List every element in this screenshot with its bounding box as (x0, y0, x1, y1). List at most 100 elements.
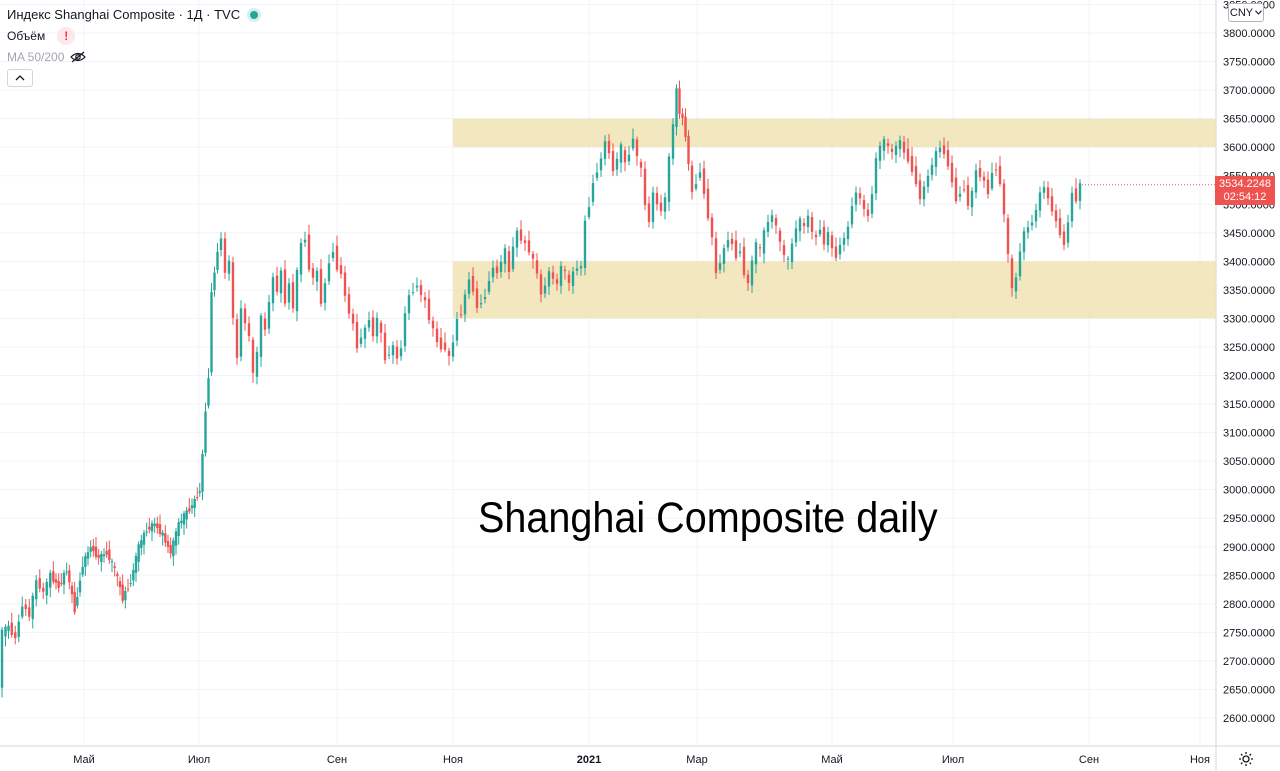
candle-body (291, 282, 295, 309)
candle-body (814, 234, 818, 238)
candle-body (14, 632, 17, 639)
candle-body (142, 532, 146, 545)
candle-body (507, 251, 511, 272)
candle-body (108, 549, 111, 561)
candle-body (118, 581, 122, 588)
candle-body (730, 238, 734, 245)
candle-body (210, 292, 213, 373)
candle-body (1014, 277, 1018, 292)
y-tick-label: 3700.0000 (1223, 85, 1275, 97)
candle-body (778, 230, 782, 242)
candle-body (978, 168, 982, 177)
candle-body (1030, 222, 1034, 226)
candle-body (166, 541, 170, 547)
candle-body (651, 192, 655, 222)
x-tick-label: Сен (327, 754, 347, 766)
y-tick-label: 3800.0000 (1223, 28, 1275, 40)
candle-body (423, 297, 427, 301)
candle-body (343, 272, 347, 296)
candle-body (786, 258, 790, 260)
candle-body (762, 230, 766, 254)
ma-indicator-label[interactable]: MA 50/200 (7, 49, 65, 64)
candle-body (307, 234, 311, 270)
candle-body (319, 268, 323, 304)
volume-warning-icon[interactable]: ! (57, 26, 76, 45)
candle-body (531, 253, 535, 259)
candle-body (419, 285, 423, 295)
candle-body (94, 546, 98, 557)
candle-body (942, 145, 946, 155)
x-tick-label: Июл (188, 754, 210, 766)
candle-body (132, 569, 135, 581)
candle-body (1074, 188, 1078, 202)
candle-body (351, 313, 355, 324)
candle-body (810, 216, 814, 232)
candle-body (806, 215, 810, 228)
candle-body (471, 275, 475, 292)
candle-body (599, 158, 603, 171)
candle-body (746, 274, 750, 283)
candle-body (391, 345, 395, 356)
candle-body (172, 540, 175, 557)
candle-body (4, 626, 7, 637)
candle-body (129, 583, 132, 585)
candle-body (451, 342, 455, 357)
eye-off-icon[interactable] (70, 51, 87, 63)
symbol-title[interactable]: Индекс Shanghai Composite · 1Д · TVC (7, 6, 241, 22)
candle-body (838, 245, 842, 255)
candle-body (169, 545, 172, 554)
candle-body (1006, 218, 1010, 254)
candle-body (283, 269, 287, 304)
candle-body (491, 267, 495, 278)
candle-body (798, 218, 802, 232)
candle-body (1002, 183, 1006, 215)
candle-body (830, 235, 834, 249)
gear-icon[interactable] (1238, 751, 1254, 767)
y-tick-label: 3350.0000 (1223, 285, 1275, 297)
candle-body (579, 266, 583, 269)
y-tick-label: 3050.0000 (1223, 456, 1275, 468)
x-tick-label: Ноя (1190, 754, 1210, 766)
x-tick-label: Сен (1079, 754, 1099, 766)
candle-body (399, 348, 403, 357)
candle-body (259, 315, 263, 357)
candle-body (190, 505, 194, 509)
candle-body (595, 172, 599, 178)
candle-body (267, 302, 271, 329)
candle-body (247, 323, 251, 337)
candle-body (62, 572, 66, 585)
candle-body (68, 570, 71, 583)
volume-label[interactable]: Объём (7, 28, 46, 43)
candle-body (926, 175, 930, 187)
candle-body (878, 145, 882, 161)
candle-body (503, 248, 507, 264)
candle-body (435, 328, 439, 343)
currency-button[interactable]: CNY (1228, 3, 1264, 22)
candle-body (447, 350, 451, 356)
candle-body (188, 508, 191, 512)
candle-body (311, 268, 315, 278)
currency-label: CNY (1229, 6, 1254, 19)
candle-body (467, 279, 471, 295)
candle-body (850, 206, 854, 225)
candle-body (962, 189, 966, 191)
candle-body (231, 262, 235, 318)
y-tick-label: 3150.0000 (1223, 399, 1275, 411)
candle-body (31, 595, 34, 619)
x-tick-label: Май (821, 754, 843, 766)
candle-body (223, 238, 227, 273)
candle-body (603, 141, 607, 159)
candle-body (1066, 222, 1070, 243)
candle-body (898, 140, 902, 150)
candle-body (631, 138, 635, 149)
candle-body (986, 179, 990, 195)
candle-body (335, 245, 339, 270)
candle-body (702, 168, 706, 194)
candle-body (667, 156, 671, 202)
collapse-legend-button[interactable] (7, 69, 33, 87)
candle-body (180, 520, 183, 524)
candle-body (411, 292, 415, 294)
candle-body (479, 303, 483, 305)
candle-body (511, 246, 515, 270)
